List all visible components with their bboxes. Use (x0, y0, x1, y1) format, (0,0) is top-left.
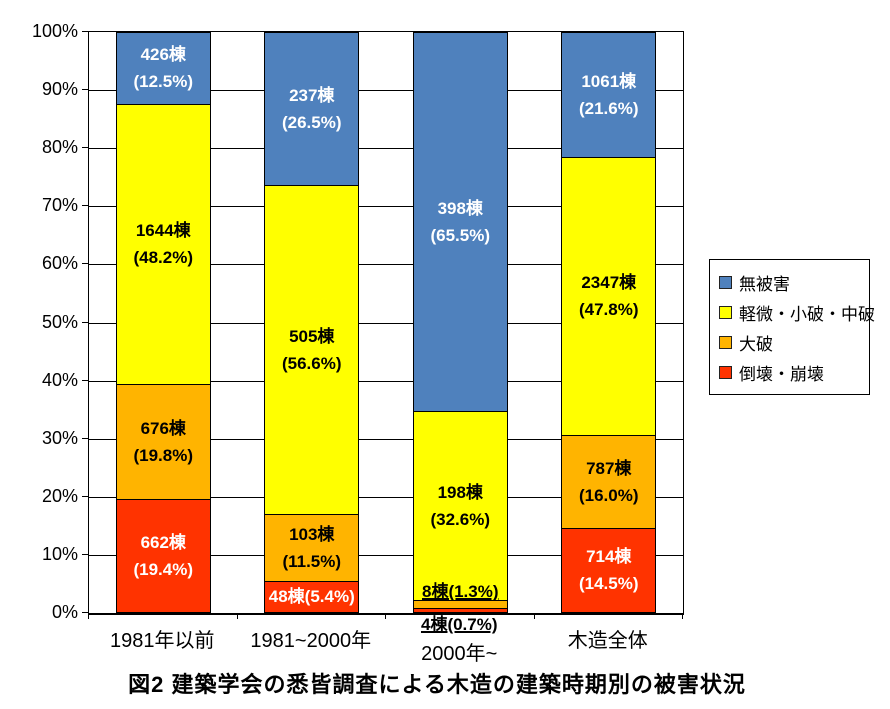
category-label: 木造全体 (567, 630, 648, 652)
segment-label: 676棟 (19.8%) (133, 419, 194, 466)
legend-item-minor-moderate: 軽微・小破・中破 (719, 300, 875, 325)
segment-大破 (412, 601, 508, 609)
x-axis-tick (533, 614, 535, 619)
y-axis-tick (82, 147, 88, 149)
legend-item-severe: 大破 (719, 330, 865, 355)
segment-大破: 103棟 (11.5%) (264, 514, 360, 582)
bar-1981年以前: 426棟 (12.5%) 1644棟 (48.2%) 676棟 (19.8%) 662棟 (1… (115, 32, 211, 613)
category-label: 1981~2000年 (250, 630, 372, 652)
y-axis-tick (82, 89, 88, 91)
segment-無被害: 1061棟 (21.6%) (561, 32, 657, 158)
legend-item-collapse: 倒壊・崩壊 (719, 360, 865, 385)
gridline (89, 90, 683, 92)
segment-無被害: 398棟 (65.5%) (412, 32, 508, 413)
y-axis-tick (82, 379, 88, 381)
plot-area: 426棟 (12.5%) 1644棟 (48.2%) 676棟 (19.8%) 662棟 (1… (88, 31, 684, 615)
segment-label: 426棟 (12.5%) (133, 45, 194, 92)
gridline (89, 148, 683, 150)
y-axis-tick (82, 31, 88, 32)
x-axis-tick (385, 614, 386, 619)
segment-label: 505棟 (56.6%) (281, 326, 342, 373)
legend-label-severe: 大破 (739, 334, 773, 354)
segment-倒壊・崩壊: 714棟 (14.5%) (561, 528, 657, 613)
legend-label-no-damage: 無被害 (739, 274, 790, 294)
segment-label: 103棟 (11.5%) (282, 524, 342, 571)
segment-無被害: 426棟 (12.5%) (115, 32, 211, 105)
legend-item-no-damage: 無被害 (719, 270, 865, 295)
segment-軽微・小破・中破: 2347棟 (47.8%) (561, 157, 657, 436)
x-axis-tick (236, 614, 238, 619)
segment-label: 1061棟 (21.6%) (578, 71, 639, 118)
legend: 無被害 軽微・小破・中破 大破 倒壊・崩壊 (709, 259, 875, 395)
segment-label: 1644棟 (48.2%) (133, 221, 194, 268)
segment-callout-label: 4棟(0.7%) (420, 615, 498, 634)
y-axis-tick (82, 321, 88, 323)
segment-倒壊・崩壊 (412, 608, 508, 613)
segment-label: 787棟 (16.0%) (578, 458, 639, 505)
y-axis-label: 100% (31, 21, 78, 41)
bar-1981~2000年: 237棟 (26.5%) 505棟 (56.6%) 103棟 (11.5%) 48棟(5.4… (264, 32, 360, 613)
legend-swatch-yellow-icon (719, 305, 732, 319)
y-axis-label: 20% (41, 485, 78, 506)
segment-倒壊・崩壊: 662棟 (19.4%) (115, 500, 211, 613)
legend-swatch-orange-icon (719, 335, 732, 349)
segment-軽微・小破・中破: 198棟 (32.6%) (412, 412, 508, 602)
x-axis-tick (88, 614, 89, 619)
gridline (89, 380, 683, 382)
segment-大破: 676棟 (19.8%) (115, 385, 211, 501)
legend-label-minor-moderate: 軽微・小破・中破 (739, 304, 875, 324)
legend-label-collapse: 倒壊・崩壊 (739, 364, 824, 384)
segment-label: 48棟(5.4%) (268, 587, 355, 607)
segment-無被害: 237棟 (26.5%) (264, 32, 360, 186)
category-label: 2000年~ (421, 643, 498, 665)
gridline (89, 554, 683, 556)
segment-軽微・小破・中破: 505棟 (56.6%) (264, 185, 360, 515)
category-label: 1981年以前 (110, 630, 215, 652)
y-axis-label: 60% (41, 253, 78, 274)
y-axis-label: 80% (41, 137, 78, 158)
gridline (89, 496, 683, 498)
y-axis-label: 90% (41, 79, 78, 100)
segment-label: 714棟 (14.5%) (578, 547, 639, 594)
legend-swatch-blue-icon (719, 275, 732, 289)
y-axis-label: 70% (41, 195, 78, 216)
y-axis-tick (82, 553, 88, 555)
y-axis-label: 0% (51, 602, 78, 622)
bar-2000年~: 398棟 (65.5%) 198棟 (32.6%) (412, 32, 508, 613)
segment-label: 662棟 (19.4%) (133, 533, 194, 580)
segment-callout-label: 8棟(1.3%) (421, 582, 499, 602)
y-axis-tick (82, 495, 88, 497)
y-axis-label: 50% (41, 311, 78, 332)
bar-木造全体: 1061棟 (21.6%) 2347棟 (47.8%) 787棟 (16.0%) 714棟(… (561, 32, 657, 613)
gridline (89, 206, 683, 208)
legend-swatch-red-icon (719, 365, 732, 379)
segment-軽微・小破・中破: 1644棟 (48.2%) (115, 104, 211, 385)
y-axis-label: 40% (41, 369, 78, 390)
chart-caption: 図2 建築学会の悉皆調査による木造の建築時期別の被害状況 (128, 672, 746, 697)
gridline (89, 438, 683, 440)
y-axis-label: 10% (41, 543, 78, 564)
x-axis-tick (682, 614, 683, 619)
segment-label: 398棟 (65.5%) (430, 199, 491, 246)
y-axis-tick (82, 437, 88, 439)
y-axis-tick (82, 263, 88, 265)
segment-label: 198棟 (32.6%) (430, 483, 491, 530)
segment-倒壊・崩壊: 48棟(5.4%) (264, 581, 360, 613)
y-axis-tick (82, 612, 88, 613)
segment-label: 237棟 (26.5%) (281, 85, 342, 132)
gridline (89, 264, 683, 266)
gridline (89, 322, 683, 324)
y-axis-tick (82, 205, 88, 207)
segment-大破: 787棟 (16.0%) (561, 435, 657, 529)
segment-label: 2347棟 (47.8%) (578, 273, 639, 320)
y-axis-label: 30% (41, 427, 78, 448)
